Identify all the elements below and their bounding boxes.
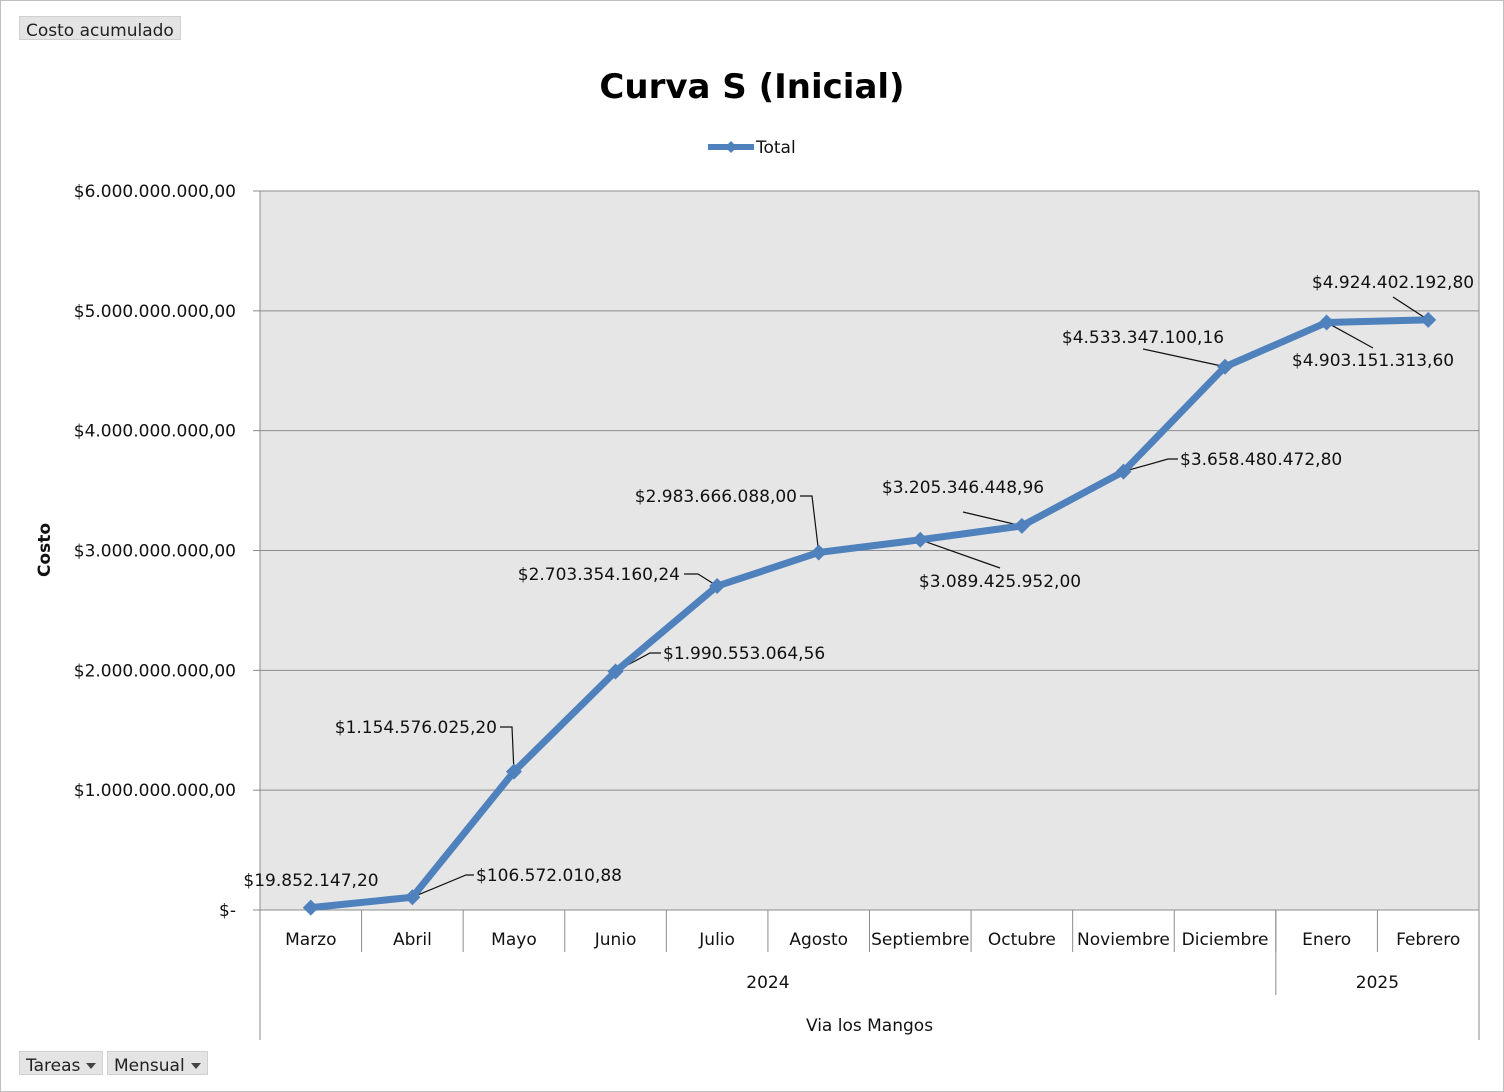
data-label-leader (920, 539, 1001, 569)
data-label: $19.852.147,20 (243, 871, 378, 891)
data-label-leader (1326, 321, 1374, 349)
x-group-label: 2024 (746, 973, 789, 993)
series-point (1420, 311, 1437, 328)
x-axis: Marzo Abril Mayo Junio Julio Agosto Septiembre… (259, 191, 1480, 1040)
data-label-leader (684, 573, 718, 587)
data-label-leader (962, 511, 1023, 527)
chevron-down-icon (190, 1063, 201, 1069)
x-tick-label: Mayo (491, 930, 537, 950)
chevron-down-icon (86, 1063, 97, 1069)
x-tick-label: Agosto (789, 930, 848, 950)
series-point (1115, 463, 1132, 480)
mensual-filter-label: Mensual (114, 1056, 185, 1076)
legend-entry-total: Total (755, 138, 796, 158)
x-tick-label: Abril (393, 930, 432, 950)
y-tick-label: $2.000.000.000,00 (74, 661, 236, 681)
data-label: $2.703.354.160,24 (518, 565, 680, 585)
data-label: $1.990.553.064,56 (663, 644, 825, 664)
x-tick-label: Octubre (988, 930, 1056, 950)
data-label: $3.089.425.952,00 (919, 572, 1081, 592)
series-point (1013, 517, 1030, 534)
value-field-button[interactable]: Costo acumulado (19, 16, 181, 41)
data-label-leader (800, 495, 820, 553)
x-outer-group-label: Via los Mangos (806, 1016, 933, 1036)
data-label-leader (412, 874, 474, 898)
value-field-label: Costo acumulado (26, 21, 174, 41)
series-markers (302, 311, 1437, 916)
y-axis-ticks: $- $1.000.000.000,00 $2.000.000.000,00 $3.0… (74, 182, 260, 921)
data-label: $4.903.151.313,60 (1292, 351, 1454, 371)
legend-marker-icon (725, 141, 737, 153)
data-label-leader (1142, 348, 1226, 368)
series-point (912, 531, 929, 548)
x-group-label: 2025 (1356, 973, 1399, 993)
x-tick-label: Febrero (1396, 930, 1460, 950)
series-point (302, 899, 319, 916)
data-label: $3.658.480.472,80 (1180, 450, 1342, 470)
data-label: $1.154.576.025,20 (335, 718, 497, 738)
y-tick-label: $3.000.000.000,00 (74, 542, 236, 562)
series-point (709, 578, 726, 595)
y-tick-label: $5.000.000.000,00 (74, 302, 236, 322)
data-label: $3.205.346.448,96 (882, 478, 1044, 498)
data-label-leader (1392, 296, 1429, 321)
series-point (404, 889, 421, 906)
data-label: $2.983.666.088,00 (635, 487, 797, 507)
y-axis-title: Costo (35, 523, 55, 577)
data-label: $106.572.010,88 (476, 866, 622, 886)
mensual-filter-button[interactable]: Mensual (107, 1051, 208, 1076)
y-tick-label: $- (219, 901, 236, 921)
x-tick-label: Diciembre (1182, 930, 1269, 950)
data-label: $4.924.402.192,80 (1312, 273, 1474, 293)
tareas-filter-label: Tareas (26, 1056, 81, 1076)
x-tick-label: Marzo (285, 930, 336, 950)
series-line-total (310, 316, 1429, 912)
series-point (810, 544, 827, 561)
data-label: $4.533.347.100,16 (1062, 328, 1224, 348)
x-tick-label: Septiembre (871, 930, 969, 950)
x-tick-label: Enero (1302, 930, 1351, 950)
data-label-leader (500, 726, 515, 772)
legend: Total (708, 138, 796, 158)
series-point (505, 763, 522, 780)
x-tick-label: Julio (698, 930, 735, 950)
y-tick-label: $6.000.000.000,00 (74, 182, 236, 202)
data-labels: $19.852.147,20 $106.572.010,88 $1.154.576.… (243, 273, 1474, 891)
tareas-filter-button[interactable]: Tareas (19, 1051, 104, 1076)
series-point (1318, 314, 1335, 331)
series-point (1217, 358, 1234, 375)
y-tick-label: $4.000.000.000,00 (74, 422, 236, 442)
data-label-leader (1123, 458, 1178, 473)
y-tick-label: $1.000.000.000,00 (74, 781, 236, 801)
chart-title: Curva S (Inicial) (599, 67, 904, 107)
x-tick-label: Junio (594, 930, 637, 950)
data-label-leaders (412, 296, 1429, 898)
x-tick-label: Noviembre (1077, 930, 1170, 950)
series-point (607, 663, 624, 680)
